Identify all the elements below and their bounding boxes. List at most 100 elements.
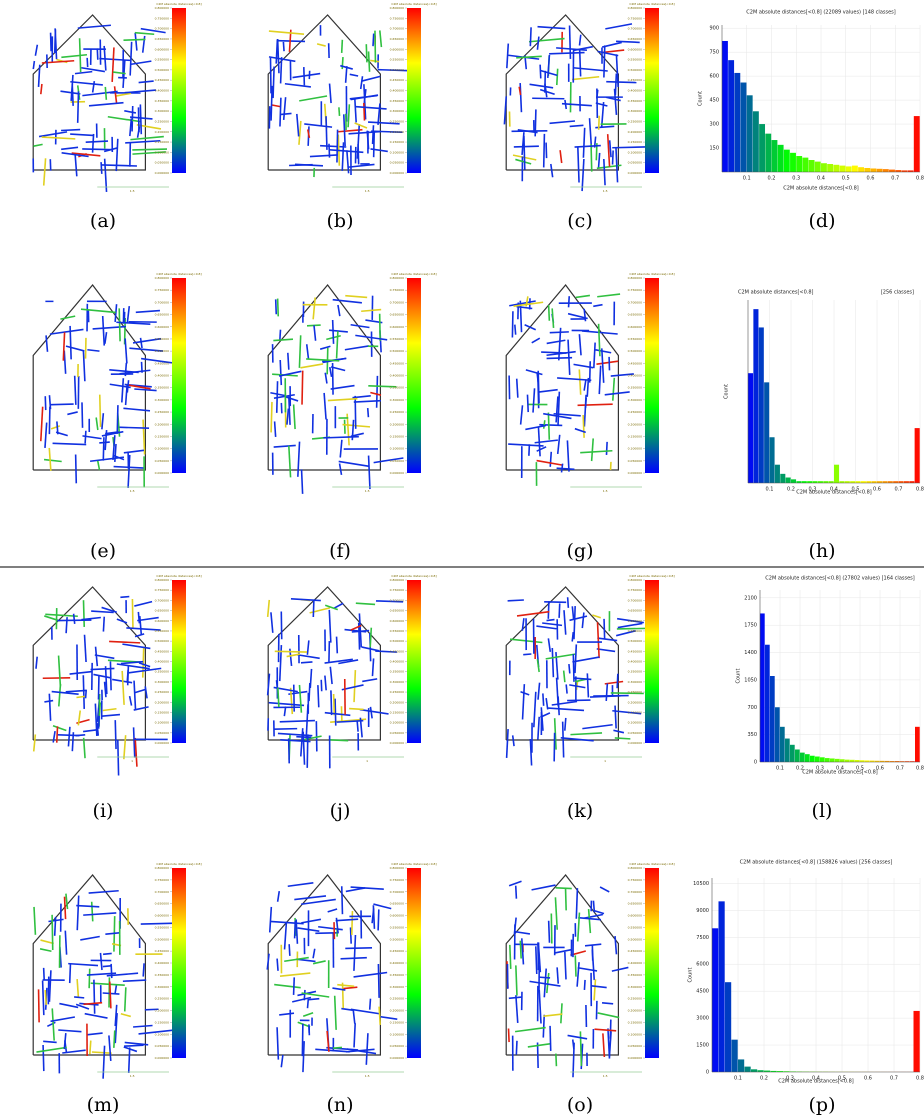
edge-segment — [330, 84, 332, 103]
edge-segment — [540, 90, 554, 95]
edge-segment — [604, 159, 605, 185]
edge-segment — [281, 57, 282, 83]
colorbar — [407, 868, 421, 1058]
edge-segment — [572, 632, 573, 641]
edge-segment — [575, 955, 576, 976]
edge-segment — [333, 320, 334, 344]
edge-segment — [140, 104, 141, 134]
edge-segment — [608, 134, 610, 167]
edge-segment — [602, 102, 604, 127]
edge-segment — [74, 997, 84, 998]
edge-segment — [509, 997, 522, 998]
edge-segment — [139, 663, 150, 667]
caption: (o) — [567, 1094, 593, 1116]
colorbar-tick-label: 0.400000 — [628, 374, 642, 378]
edge-segment — [142, 362, 143, 373]
edge-segment — [70, 964, 71, 983]
edge-segment — [124, 735, 126, 759]
figure: (a)(b)(c)(d)(e)(f)(g)(h)(i)(j)(k)(l)(m)(… — [0, 0, 924, 1120]
edge-segment — [564, 671, 565, 683]
edge-segment — [143, 963, 144, 976]
colorbar-tick-label: 0.400000 — [155, 374, 169, 378]
edge-segment — [548, 638, 550, 651]
edge-segment — [615, 738, 631, 739]
edge-segment — [552, 701, 577, 705]
edge-segment — [329, 740, 348, 741]
y-tick-label: 9000 — [696, 908, 709, 914]
edge-segment — [512, 311, 513, 337]
edge-segment — [529, 444, 530, 456]
edge-segment — [616, 41, 640, 42]
x-tick-label: 0.6 — [864, 1076, 872, 1082]
edge-segment — [362, 76, 380, 81]
colorbar-tick-label: 0.650000 — [155, 902, 169, 906]
edge-segment — [538, 683, 540, 700]
edge-segment — [582, 159, 584, 191]
colorbar-tick-label: 0.750000 — [628, 288, 642, 292]
hist-bar — [800, 753, 805, 762]
edge-segment — [99, 442, 110, 443]
hist-bar — [785, 739, 790, 762]
colorbar-tick-label: 0.050000 — [628, 161, 642, 165]
edge-segment — [373, 904, 391, 909]
edge-segment — [105, 332, 107, 344]
hist-bar — [759, 124, 765, 172]
edge-segment — [302, 371, 303, 405]
edge-segment — [613, 378, 615, 401]
edge-segment — [139, 81, 154, 82]
edge-segment — [92, 902, 93, 922]
colorbar-tick-label: 0.300000 — [155, 398, 169, 402]
edge-segment — [273, 339, 293, 340]
edge-segment — [345, 346, 369, 350]
edge-segment — [286, 397, 298, 401]
edge-segment — [573, 68, 608, 71]
hist-bar — [780, 474, 785, 483]
hist-bar — [790, 745, 795, 762]
edge-segment — [310, 155, 338, 157]
colorbar-tick-label: 0.300000 — [390, 398, 404, 402]
colorbar-tick-label: 0.550000 — [628, 925, 642, 929]
colorbar-tick-label: 0.050000 — [155, 1044, 169, 1048]
x-tick-label: 0.5 — [852, 487, 860, 493]
colorbar-tick-label: 0.550000 — [390, 337, 404, 341]
edge-segment — [44, 460, 62, 462]
edge-segment — [618, 623, 643, 627]
edge-segment — [66, 617, 67, 633]
edge-segment — [532, 338, 540, 343]
edge-segment — [301, 662, 312, 663]
edge-segment — [369, 456, 370, 490]
edge-segment — [514, 146, 539, 147]
edge-segment — [525, 325, 536, 330]
colorbar-tick-label: 0.150000 — [628, 140, 642, 144]
edge-segment — [349, 709, 363, 710]
edge-segment — [521, 405, 523, 424]
edge-segment — [84, 738, 85, 758]
edge-segment — [591, 986, 606, 988]
colorbar-tick-label: 0.250000 — [628, 997, 642, 1001]
edge-segment — [567, 440, 569, 471]
colorbar-tick-label: 0.200000 — [155, 700, 169, 704]
edge-segment — [103, 953, 112, 954]
edge-segment — [524, 136, 525, 170]
scale-label: 1.5 — [130, 489, 135, 493]
edge-segment — [274, 445, 296, 447]
edge-segment — [115, 86, 117, 103]
hist-bar — [846, 166, 852, 172]
render-panel: C2M absolute distances[<0.8]0.0000000.05… — [33, 574, 201, 776]
colorbar-tick-label: 0.550000 — [390, 925, 404, 929]
x-tick-label: 0.1 — [776, 766, 784, 772]
edge-segment — [535, 440, 558, 443]
edge-segment — [361, 76, 363, 89]
edge-segment — [59, 684, 61, 706]
edge-segment — [536, 946, 537, 974]
edge-segment — [143, 36, 145, 53]
edge-segment — [378, 103, 380, 124]
edge-segment — [52, 1008, 54, 1040]
edge-segment — [515, 932, 530, 934]
edge-segment — [517, 612, 549, 616]
edge-segment — [575, 644, 576, 673]
edge-segment — [51, 404, 74, 405]
colorbar-tick-label: 0.800000 — [628, 866, 642, 870]
edge-segment — [289, 165, 313, 166]
y-tick-label: 900 — [709, 26, 719, 32]
